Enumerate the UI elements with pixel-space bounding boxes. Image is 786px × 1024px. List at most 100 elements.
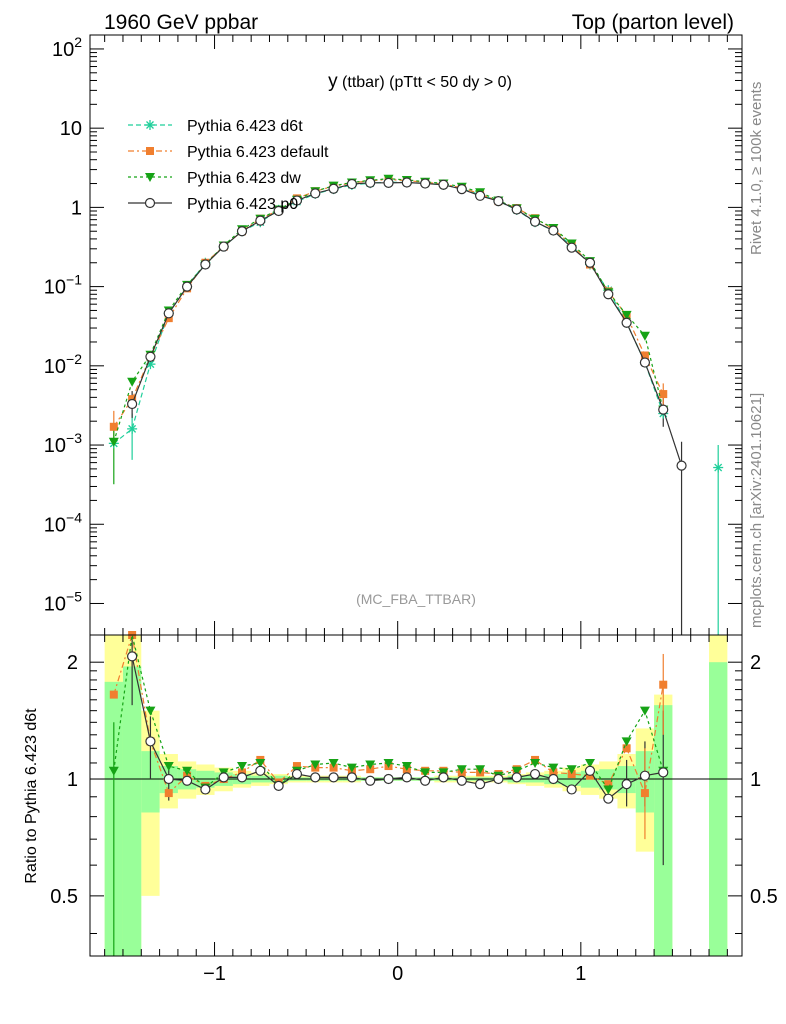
ratio-series-dw-point [365,760,376,770]
ratio-ytick-label-right: 2 [750,652,761,674]
main-ytick-base: 1 [71,197,82,219]
main-series-p0-point [236,226,248,237]
main-series-p0-point [127,398,138,410]
main-series-p0-point [658,404,669,415]
ratio-series-p0-point [365,775,376,786]
ratio-ylabel: Ratio to Pythia 6.423 d6t [23,708,40,884]
main-series-p0-point [603,289,614,300]
main-ytick-label: 10 [60,118,82,140]
ratio-series-dw-point [548,763,559,773]
ratio-bands-layer [104,635,728,956]
main-ytick-exp: −3 [66,430,82,446]
main-series-d6t-point [713,462,724,473]
ratio-series-layer [108,631,669,956]
main-series-p0-point [328,183,339,194]
main-series-p0-point [584,257,596,268]
main-ytick-label: 102 [52,34,82,61]
legend-item-default: Pythia 6.423 default [128,144,329,161]
main-series-default-point [109,422,118,431]
ratio-series-p0-point [218,772,229,783]
ratio-series-dw-point [310,760,321,770]
main-series-default-point [640,351,649,360]
ratio-panel: 0.5 0.5 1 1 2 2 −1 0 1 Ratio to Pythia 6.423 d6t [23,631,778,985]
main-series-p0 [127,177,687,471]
main-title-rest: (ttbar) (pTtt < 50 dy > 0) [342,74,512,91]
ratio-series-p0-point [621,779,632,790]
main-ytick-label: 10−3 [44,430,82,457]
ratio-band-inner [141,751,160,813]
ratio-series-p0-point [475,779,486,790]
ratio-xtick-label: 1 [575,963,586,985]
analysis-watermark: (MC_FBA_TTBAR) [356,591,476,607]
ratio-series-default-point [659,680,668,689]
ratio-series-dw-point [145,706,156,716]
ratio-series-p0-point [255,765,266,776]
ratio-series-p0-point [438,772,449,783]
ratio-series-dw-point [383,758,394,768]
main-title: y (ttbar) (pTtt < 50 dy > 0) [328,71,512,92]
main-ytick-exp: −1 [66,272,82,288]
ratio-series-p0-point [200,784,211,795]
main-ytick-base: 10 [44,514,66,536]
ratio-series-p0-point [658,767,669,778]
main-series-p0-point [200,259,211,270]
main-series-p0-point [291,195,303,206]
rivet-label: Rivet 4.1.0, ≥ 100k events [748,82,765,255]
main-ytick-base: 10 [60,118,82,140]
ratio-series-p0-point [584,765,596,776]
ratio-series-dw-point [420,768,431,778]
legend-label: Pythia 6.423 d6t [187,118,303,135]
main-series-default [109,175,668,431]
ratio-series-p0-point [603,793,614,804]
ratio-series-p0-point [548,773,559,785]
main-series-p0-point [273,205,284,217]
main-series-p0-point [676,460,687,471]
main-series-dw-point [108,437,119,447]
main-ytick-base: 10 [44,277,66,299]
legend-item-dw: Pythia 6.423 dw [128,170,301,187]
main-ytick-base: 10 [44,435,66,457]
main-ytick-exp: −5 [66,588,82,604]
ratio-series-dw-point [603,785,614,795]
ratio-series-p0-point [420,775,431,786]
main-ytick-label: 10−4 [44,509,82,536]
main-series-p0-point [511,204,522,215]
ratio-series-dw-point [475,765,486,775]
ratio-series-dw-point [237,762,248,772]
ratio-ytick-label: 2 [67,652,78,674]
main-series-default-line [113,178,664,428]
main-ytick-label: 10−2 [44,351,82,378]
main-series-p0-point [145,351,156,362]
ratio-series-dw-point [401,762,412,772]
main-series-p0-point [163,308,174,319]
main-series-p0-point [493,196,504,207]
main-series-p0-point [456,184,467,195]
ratio-frame [89,634,743,957]
ratio-band-inner [709,662,728,956]
ratio-series-p0-point [493,773,504,785]
ratio-series-dw-point [108,766,119,776]
legend-marker [144,197,156,209]
ratio-series-p0-point [291,768,303,780]
ratio-series-p0-point [346,772,357,783]
main-ytick-base: 10 [44,356,66,378]
main-series-p0-point [639,357,651,368]
ratio-series-p0-point [639,770,651,781]
legend-label: Pythia 6.423 dw [187,170,301,187]
ratio-series-p0-point [529,768,541,780]
ratio-series-dw-point [255,758,266,768]
legend: Pythia 6.423 d6t Pythia 6.423 default Pyth… [128,118,329,213]
main-series-p0-point [383,177,394,188]
main-series-p0-point [529,216,541,227]
main-series-d6t-point [127,423,138,434]
ratio-ytick-label-right: 1 [750,769,761,791]
main-series-p0-point [438,179,449,190]
ratio-series-p0-point [310,772,321,783]
ratio-series-dw-point [456,765,467,775]
main-ytick-label: 10−5 [44,588,82,615]
main-ytick-base: 10 [44,593,66,615]
ratio-series-dw-point [584,758,595,768]
ratio-series-dw-point [163,762,174,772]
